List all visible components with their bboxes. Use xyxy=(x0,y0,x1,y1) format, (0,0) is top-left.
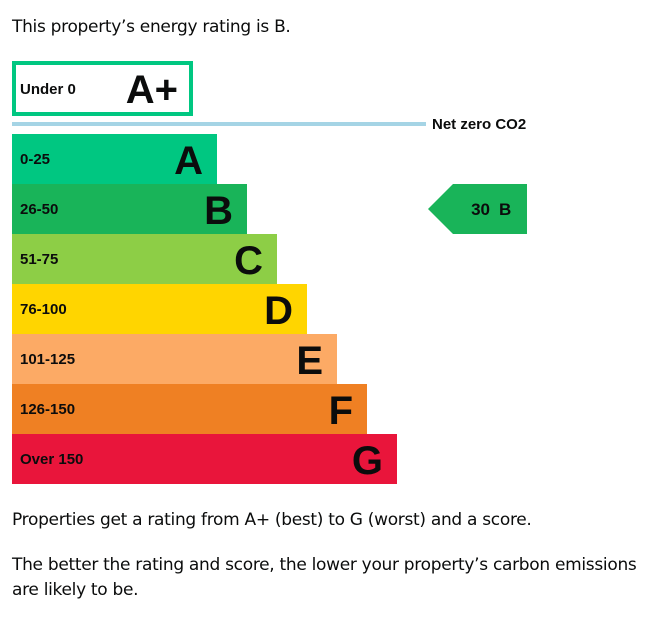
band-c-letter: C xyxy=(234,239,263,283)
band-b-bar xyxy=(12,184,247,234)
band-c-bar xyxy=(12,234,277,284)
band-g-letter: G xyxy=(352,439,383,483)
band-a-plus-letter: A+ xyxy=(126,68,178,112)
band-g-bar xyxy=(12,434,397,484)
rating-bands: 0-25 A 26-50 B 51-75 C 76-100 D 101-125 E 126-150 F… xyxy=(12,134,397,484)
rating-emissions-explanation: The better the rating and score, the low… xyxy=(12,555,637,600)
band-a-bar xyxy=(12,134,217,184)
band-a-letter: A xyxy=(174,139,203,183)
net-zero-label: Net zero CO2 xyxy=(432,116,526,133)
band-f-letter: F xyxy=(329,389,353,433)
current-rating-letter: B xyxy=(499,200,511,219)
band-b-range: 26-50 xyxy=(20,201,58,218)
band-g-range: Over 150 xyxy=(20,451,83,468)
band-e-bar xyxy=(12,334,337,384)
current-rating-score: 30 xyxy=(471,200,490,219)
band-b-letter: B xyxy=(204,189,233,233)
band-e-range: 101-125 xyxy=(20,351,75,368)
band-c-range: 51-75 xyxy=(20,251,58,268)
band-f-bar xyxy=(12,384,367,434)
band-a-range: 0-25 xyxy=(20,151,50,168)
band-f-range: 126-150 xyxy=(20,401,75,418)
energy-rating-chart: Under 0 A+ Net zero CO2 0-25 A 26-50 B 51-75… xyxy=(12,61,527,484)
band-a-plus-range: Under 0 xyxy=(20,81,76,98)
band-e-letter: E xyxy=(296,339,323,383)
rating-scale-explanation: Properties get a rating from A+ (best) t… xyxy=(12,510,532,530)
band-a-plus-box xyxy=(12,61,193,116)
rating-intro: This property’s energy rating is B. xyxy=(12,17,291,37)
band-d-letter: D xyxy=(264,289,293,333)
current-rating-arrow xyxy=(428,184,527,234)
band-d-bar xyxy=(12,284,307,334)
current-rating-marker: 30 B xyxy=(428,184,527,234)
band-d-range: 76-100 xyxy=(20,301,67,318)
